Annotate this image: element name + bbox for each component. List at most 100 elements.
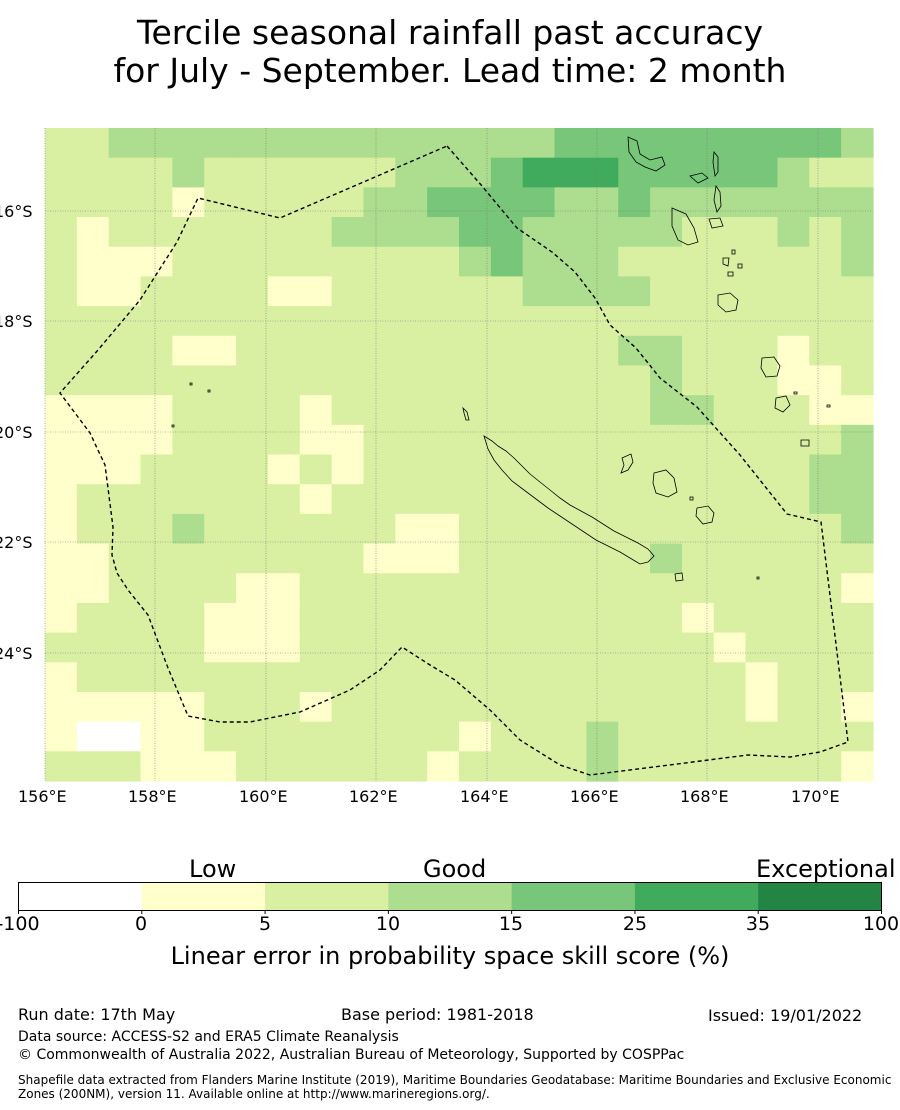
colorbar bbox=[18, 882, 882, 914]
grid-cell bbox=[650, 395, 683, 426]
grid-cell bbox=[236, 721, 269, 752]
grid-cell bbox=[45, 217, 78, 248]
mare-island bbox=[695, 505, 715, 525]
grid-cell bbox=[108, 187, 142, 218]
grid-cell bbox=[395, 128, 428, 159]
grid-cell bbox=[777, 632, 810, 663]
grid-cell bbox=[45, 513, 78, 545]
grid-cell bbox=[267, 424, 301, 456]
grid-cell bbox=[299, 573, 333, 604]
grid-cell bbox=[204, 751, 237, 782]
grid-cell bbox=[395, 691, 428, 723]
grid-cell bbox=[490, 751, 524, 782]
grid-cell bbox=[363, 335, 396, 367]
grid-cell bbox=[395, 187, 428, 218]
grid-cell bbox=[267, 513, 301, 545]
grid-cell bbox=[681, 246, 715, 278]
grid-cell bbox=[299, 157, 333, 188]
grid-cell bbox=[236, 484, 269, 515]
maewo-island bbox=[712, 150, 719, 178]
grid-cell bbox=[236, 662, 269, 693]
skill-grid bbox=[45, 128, 874, 782]
grid-cell bbox=[586, 454, 619, 485]
colorbar-segment bbox=[265, 882, 389, 911]
grid-cell bbox=[395, 246, 428, 278]
grid-cell bbox=[618, 128, 651, 159]
grid-cell bbox=[745, 662, 779, 693]
grid-cell bbox=[204, 602, 237, 634]
grid-cell bbox=[713, 246, 747, 278]
grid-cell bbox=[841, 246, 874, 278]
grid-cell bbox=[108, 662, 142, 693]
grid-cell bbox=[650, 662, 683, 693]
grid-cell bbox=[45, 246, 78, 278]
aneityum-island bbox=[800, 439, 810, 447]
colorbar-segment bbox=[634, 882, 759, 911]
grid-cell bbox=[713, 602, 747, 634]
grid-cell bbox=[363, 395, 396, 426]
grid-cell bbox=[267, 721, 301, 752]
grid-cell bbox=[299, 276, 333, 307]
grid-cell bbox=[554, 128, 587, 159]
grid-cell bbox=[172, 306, 205, 337]
grid-cell bbox=[650, 751, 683, 782]
grid-cell bbox=[45, 128, 78, 159]
grid-cell bbox=[331, 217, 365, 248]
grid-cell bbox=[76, 721, 110, 752]
grid-cell bbox=[363, 246, 396, 278]
grid-cell bbox=[427, 662, 460, 693]
grid-cell bbox=[745, 187, 779, 218]
grid-cell bbox=[172, 691, 205, 723]
grid-cell bbox=[713, 691, 747, 723]
shepherd-islands bbox=[727, 249, 743, 277]
grid-cell bbox=[809, 484, 842, 515]
grid-cell bbox=[204, 573, 237, 604]
colorbar-label-exceptional: Exceptional bbox=[756, 855, 896, 883]
grid-cell bbox=[427, 543, 460, 574]
grid-cell bbox=[299, 335, 333, 367]
grid-cell bbox=[713, 632, 747, 663]
grid-cell bbox=[331, 187, 365, 218]
grid-cell bbox=[554, 424, 587, 456]
tiga-island bbox=[689, 496, 694, 501]
pentecost-island bbox=[713, 184, 722, 213]
grid-cell bbox=[618, 424, 651, 456]
grid-cell bbox=[459, 751, 492, 782]
grid-cell bbox=[108, 424, 142, 456]
grid-cell bbox=[586, 157, 619, 188]
grid-cell bbox=[331, 454, 365, 485]
grid-cell bbox=[172, 454, 205, 485]
grid-cell bbox=[841, 573, 874, 604]
grid-cell bbox=[172, 573, 205, 604]
grid-cell bbox=[554, 543, 587, 574]
grid-cell bbox=[108, 217, 142, 248]
grid-cell bbox=[76, 484, 110, 515]
grid-cell bbox=[363, 276, 396, 307]
grid-cell bbox=[809, 513, 842, 545]
grid-cell bbox=[299, 543, 333, 574]
grid-cell bbox=[204, 246, 237, 278]
erromango-island bbox=[760, 356, 781, 378]
grid-cell bbox=[459, 128, 492, 159]
grid-cell bbox=[459, 632, 492, 663]
grid-cell bbox=[363, 573, 396, 604]
grid-cell bbox=[395, 602, 428, 634]
grid-cell bbox=[427, 484, 460, 515]
grid-cell bbox=[650, 602, 683, 634]
grid-cell bbox=[76, 395, 110, 426]
grid-cell bbox=[76, 543, 110, 574]
grid-cell bbox=[618, 662, 651, 693]
grid-cell bbox=[299, 395, 333, 426]
grid-cell bbox=[140, 751, 173, 782]
grid-cell bbox=[618, 513, 651, 545]
grid-cell bbox=[777, 751, 810, 782]
grid-cell bbox=[841, 454, 874, 485]
grid-cell bbox=[618, 276, 651, 307]
grid-cell bbox=[681, 187, 715, 218]
grid-cell bbox=[841, 365, 874, 396]
grid-cell bbox=[395, 632, 428, 663]
grid-cell bbox=[841, 602, 874, 634]
grid-cell bbox=[841, 662, 874, 693]
grid-cell bbox=[745, 602, 779, 634]
grid-cell bbox=[490, 543, 524, 574]
